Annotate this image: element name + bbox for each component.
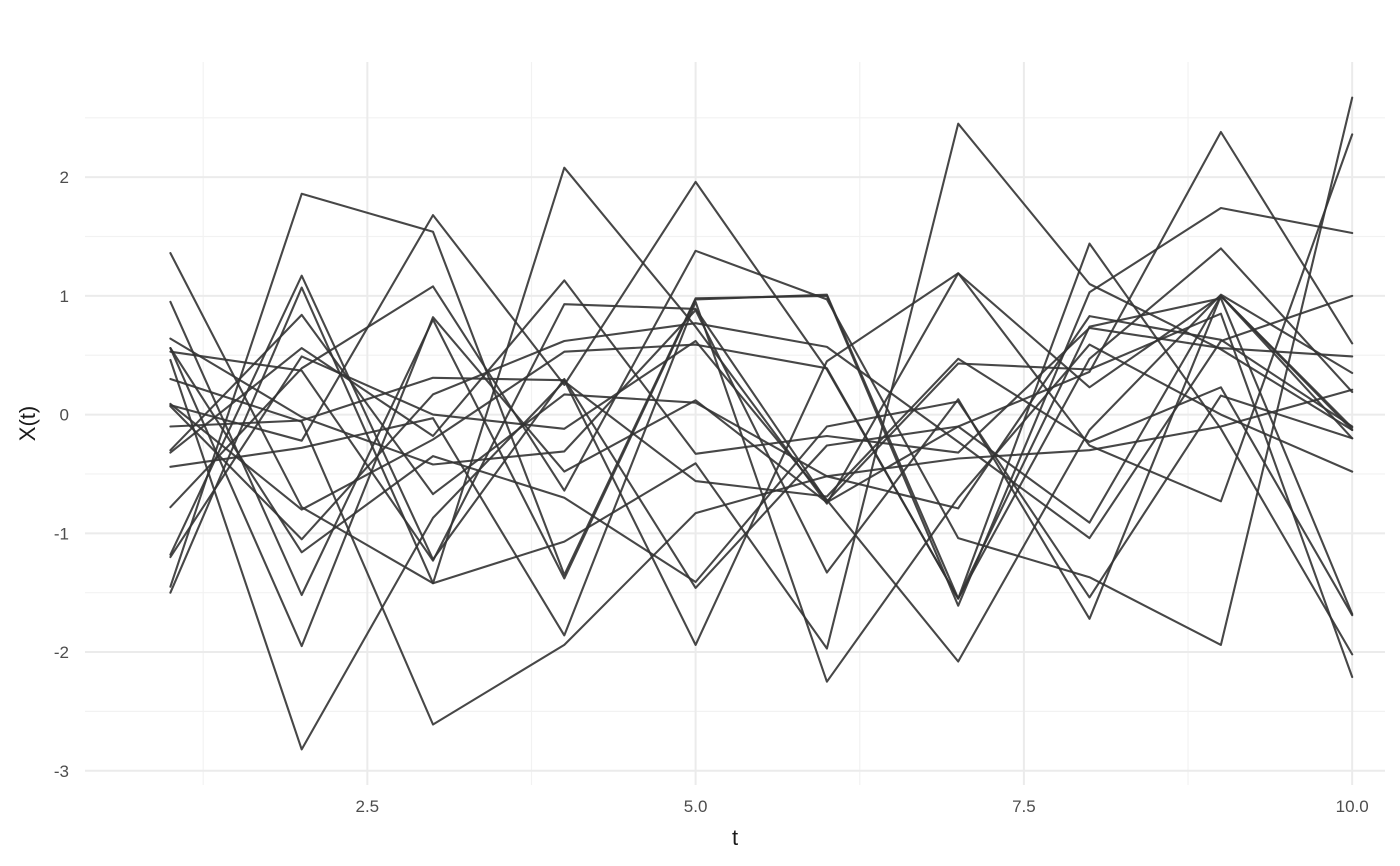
x-axis-title: t	[732, 825, 738, 850]
series-line-19	[169, 293, 1354, 663]
series-line-8	[169, 279, 1354, 455]
series-line-5	[169, 192, 1354, 607]
y-tick-label: 2	[60, 168, 69, 187]
series-line-6	[169, 130, 1354, 589]
major-gridlines	[85, 62, 1385, 785]
x-axis-tick-labels: 2.5 5.0 7.5 10.0	[356, 797, 1369, 816]
y-tick-label: -3	[54, 762, 69, 781]
y-tick-label: 0	[60, 406, 69, 425]
x-tick-label: 10.0	[1336, 797, 1369, 816]
series-line-9	[169, 294, 1354, 648]
series-line-10	[169, 247, 1354, 600]
series-line-15	[169, 294, 1354, 541]
x-tick-label: 5.0	[684, 797, 708, 816]
y-tick-label: 1	[60, 287, 69, 306]
x-tick-label: 7.5	[1012, 797, 1036, 816]
series-line-18	[169, 300, 1354, 683]
y-axis-tick-labels: -3 -2 -1 0 1 2	[54, 168, 69, 781]
series-lines	[169, 96, 1354, 751]
series-line-17	[169, 357, 1354, 751]
series-line-13	[169, 96, 1354, 646]
x-tick-label: 2.5	[356, 797, 380, 816]
series-line-1	[169, 122, 1354, 650]
series-line-16	[169, 313, 1354, 510]
series-line-14	[169, 294, 1354, 620]
series-line-12	[169, 377, 1354, 726]
y-axis-title: X(t)	[15, 406, 40, 441]
y-tick-label: -2	[54, 643, 69, 662]
minor-gridlines	[85, 62, 1385, 785]
y-tick-label: -1	[54, 524, 69, 543]
series-line-4	[169, 180, 1354, 616]
series-line-20	[169, 347, 1354, 599]
